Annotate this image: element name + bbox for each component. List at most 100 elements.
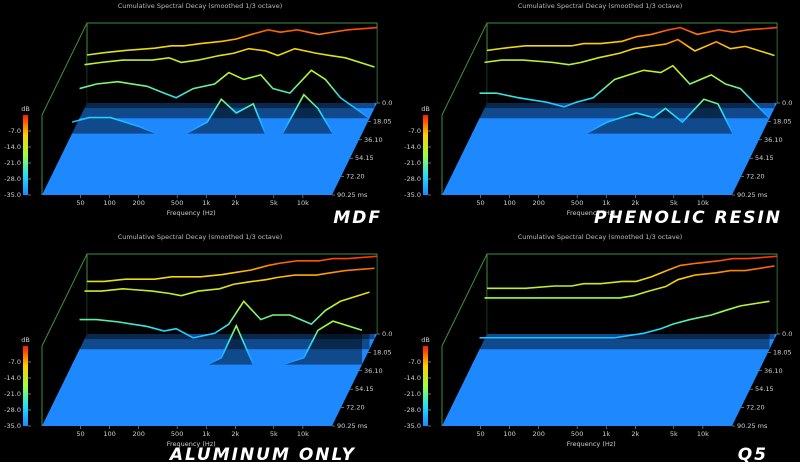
decay-slice <box>479 64 771 119</box>
x-tick-label: 500 <box>571 430 583 438</box>
y-tick-label: -7.0 <box>408 358 421 366</box>
floor <box>442 334 777 426</box>
y-tick-label: -35.0 <box>4 422 21 430</box>
decay-slice <box>84 47 375 68</box>
x-tick-label: 5k <box>670 199 678 207</box>
x-tick-label: 5k <box>270 199 278 207</box>
slice-shadow <box>79 292 370 350</box>
back-wall <box>86 22 378 103</box>
x-tick-label: 50 <box>476 430 484 438</box>
decay-slice <box>79 291 370 339</box>
decay-slice <box>72 320 363 366</box>
time-tick-label: 36.10 <box>364 367 383 375</box>
back-wall <box>486 22 778 103</box>
y-tick-label: -14.0 <box>4 143 21 151</box>
y-tick-label: -28.0 <box>404 406 421 414</box>
y-tick-label: -35.0 <box>404 422 421 430</box>
y-tick-label: -28.0 <box>4 175 21 183</box>
x-tick-label: 50 <box>476 199 484 207</box>
y-tick-label: -35.0 <box>4 191 21 199</box>
slice-shadow <box>479 301 770 350</box>
time-tick-label: 54.15 <box>755 385 774 393</box>
time-tick-label: 18.05 <box>373 117 392 125</box>
chart-title: Cumulative Spectral Decay (smoothed 1/3 … <box>518 2 683 10</box>
x-tick-label: 500 <box>171 430 183 438</box>
decay-slice <box>479 300 770 339</box>
slice-shadow <box>87 27 377 104</box>
time-tick-label: 18.05 <box>373 348 392 356</box>
y-tick-label: -21.0 <box>4 159 21 167</box>
chart-panel: Cumulative Spectral Decay (smoothed 1/3 … <box>404 2 792 228</box>
y-tick-label: -35.0 <box>404 191 421 199</box>
side-wall-edge <box>41 22 88 116</box>
y-tick-label: -28.0 <box>4 406 21 414</box>
y-axis-label: dB <box>421 105 430 113</box>
chart-title: Cumulative Spectral Decay (smoothed 1/3 … <box>118 233 283 241</box>
x-tick-label: 10k <box>297 199 309 207</box>
time-tick-label: 0.0 <box>382 99 392 107</box>
x-tick-label: 1k <box>602 430 610 438</box>
x-axis-label: Frequency (Hz) <box>167 209 216 217</box>
x-tick-label: 2k <box>231 430 239 438</box>
chart-title: Cumulative Spectral Decay (smoothed 1/3 … <box>118 2 283 10</box>
chart-title: Cumulative Spectral Decay (smoothed 1/3 … <box>518 233 683 241</box>
time-tick-label: 0.0 <box>782 99 792 107</box>
color-bar <box>423 346 428 426</box>
x-tick-label: 50 <box>76 430 84 438</box>
time-tick-label: 0.0 <box>782 330 792 338</box>
panel-label: ALUMINUM ONLY <box>168 445 356 462</box>
time-tick-label: 90.25 ms <box>337 191 368 199</box>
floor <box>442 103 777 195</box>
chart-panel: Cumulative Spectral Decay (smoothed 1/3 … <box>404 233 792 462</box>
decay-slice <box>87 255 378 283</box>
y-tick-label: -7.0 <box>8 358 21 366</box>
y-tick-label: -21.0 <box>404 390 421 398</box>
decay-slice <box>472 98 763 135</box>
x-tick-label: 200 <box>532 430 544 438</box>
x-tick-label: 10k <box>697 430 709 438</box>
slice-shadow <box>472 99 763 134</box>
time-tick-label: 90.25 ms <box>337 422 368 430</box>
decay-slice <box>486 26 778 52</box>
x-tick-label: 5k <box>270 430 278 438</box>
back-wall <box>86 253 378 334</box>
slice-shadow <box>72 94 363 134</box>
x-tick-label: 500 <box>171 199 183 207</box>
decay-slice <box>484 265 775 299</box>
y-axis-label: dB <box>421 336 430 344</box>
time-tick-label: 54.15 <box>355 385 374 393</box>
slice-shadow <box>487 256 777 334</box>
panel-label: MDF <box>333 208 382 228</box>
slice-shadow <box>84 48 375 109</box>
chart-panel: Cumulative Spectral Decay (smoothed 1/3 … <box>4 233 392 462</box>
y-tick-label: -7.0 <box>408 127 421 135</box>
y-tick-label: -21.0 <box>404 159 421 167</box>
color-bar <box>23 346 28 426</box>
x-tick-label: 100 <box>103 430 115 438</box>
time-tick-label: 36.10 <box>764 367 783 375</box>
x-tick-label: 200 <box>132 430 144 438</box>
x-tick-label: 200 <box>532 199 544 207</box>
x-tick-label: 100 <box>503 430 515 438</box>
time-tick-label: 36.10 <box>764 136 783 144</box>
time-tick-label: 54.15 <box>355 154 374 162</box>
decay-slice <box>487 255 778 290</box>
x-tick-label: 100 <box>503 199 515 207</box>
slice-shadow <box>84 268 375 340</box>
x-tick-label: 1k <box>202 430 210 438</box>
back-wall <box>486 253 778 334</box>
x-tick-label: 200 <box>132 199 144 207</box>
floor <box>42 334 377 426</box>
panel-label: Q5 <box>738 445 768 462</box>
side-wall-edge <box>441 253 488 347</box>
slice-shadow <box>484 265 775 340</box>
color-bar <box>23 115 28 195</box>
time-tick-label: 90.25 ms <box>737 191 768 199</box>
time-tick-label: 36.10 <box>364 136 383 144</box>
time-tick-label: 18.05 <box>773 348 792 356</box>
color-bar <box>423 115 428 195</box>
x-tick-label: 2k <box>631 199 639 207</box>
decay-slice <box>86 26 378 56</box>
x-axis-label: Frequency (Hz) <box>567 440 616 448</box>
